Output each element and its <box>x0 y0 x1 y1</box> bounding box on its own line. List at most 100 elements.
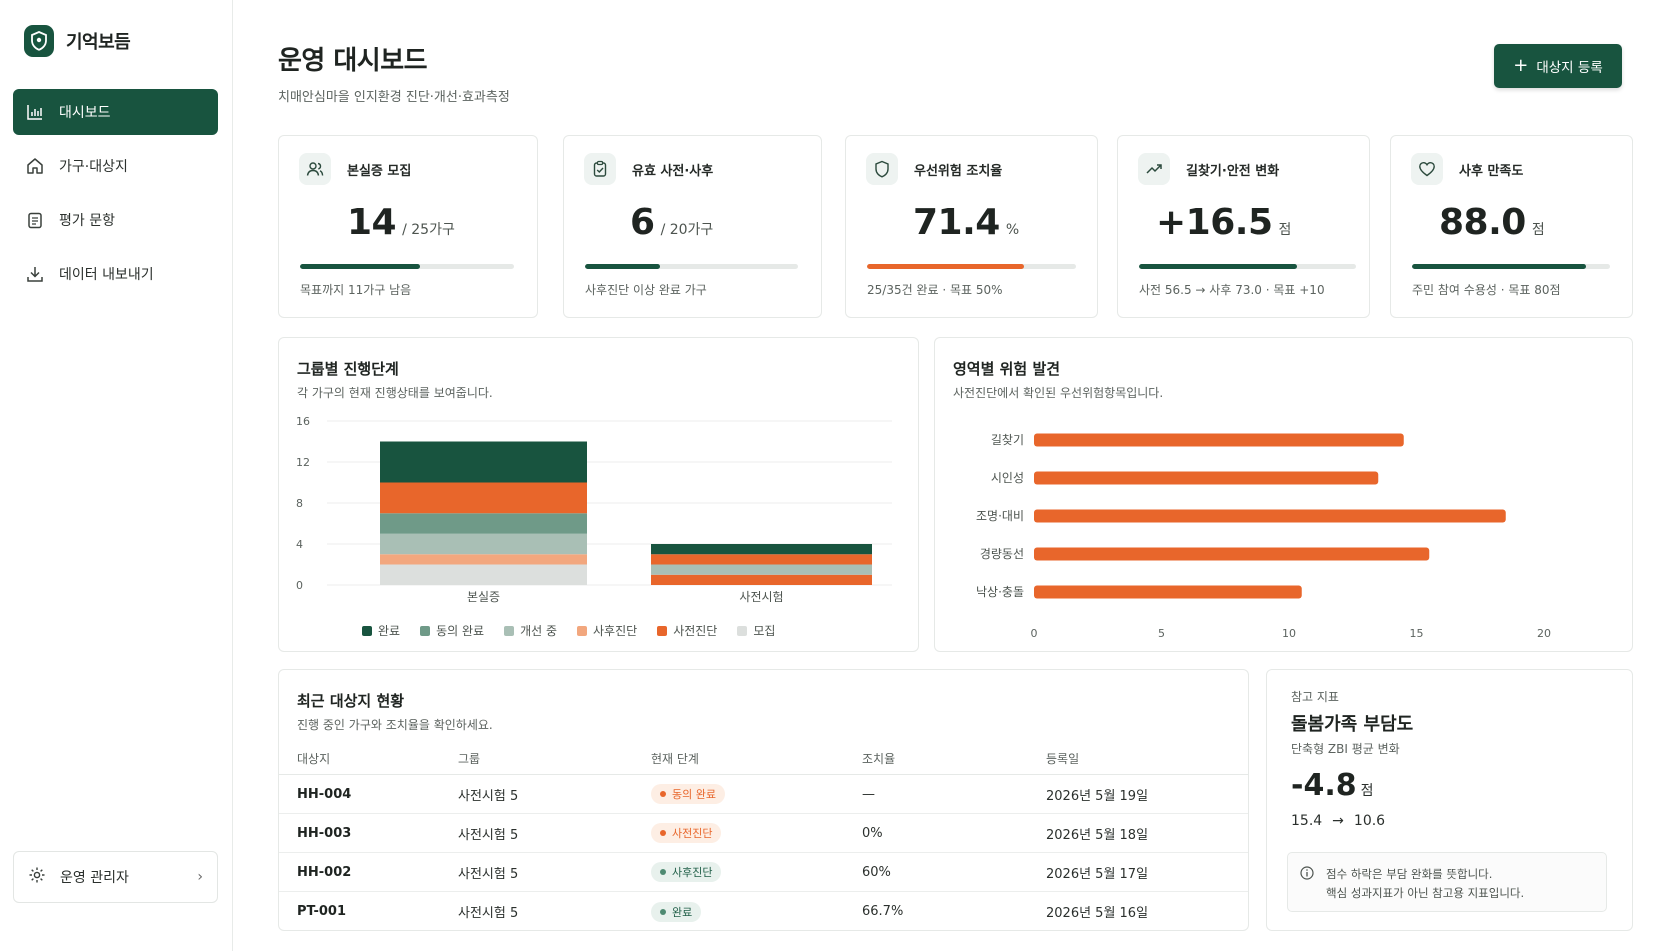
kpi-progress-fill <box>585 264 660 269</box>
sidebar-item-households[interactable]: 가구·대상지 <box>13 143 218 189</box>
table-row[interactable]: PT-001 사전시험 5 완료 66.7% 2026년 5월 16일 <box>279 892 1248 931</box>
action-rate: — <box>862 786 875 802</box>
kpi-value: 6 <box>630 202 655 243</box>
kpi-value: 14 <box>347 202 397 243</box>
bar <box>1034 547 1430 561</box>
brand-name: 기억보듬 <box>66 32 131 53</box>
kpi-value: +16.5 <box>1156 202 1273 243</box>
y-tick-label: 조명·대비 <box>976 509 1024 523</box>
kpi-note: 주민 참여 수용성 · 목표 80점 <box>1412 283 1561 297</box>
site-id: HH-002 <box>297 864 352 880</box>
table-row[interactable]: HH-003 사전시험 5 사전진단 0% 2026년 5월 18일 <box>279 814 1248 853</box>
column-header[interactable]: 그룹 <box>458 752 481 766</box>
kpi-label: 유효 사전·사후 <box>632 163 714 179</box>
kpi-label: 길찾기·안전 변화 <box>1186 163 1280 179</box>
legend-label: 완료 <box>378 624 401 638</box>
bar <box>1034 585 1302 599</box>
legend-label: 동의 완료 <box>436 624 485 638</box>
sidebar-item-questions[interactable]: 평가 문항 <box>13 197 218 243</box>
bar-segment <box>380 564 587 585</box>
legend-swatch <box>577 625 588 636</box>
sidebar-item-export[interactable]: 데이터 내보내기 <box>13 251 218 297</box>
bar-segment <box>651 544 872 555</box>
sidebar-item-label: 데이터 내보내기 <box>59 267 154 283</box>
kpi-unit: / 20가구 <box>660 222 714 238</box>
reference-note-line: 점수 하락은 부담 완화를 뜻합니다. <box>1326 867 1493 881</box>
status-badge: 사전진단 <box>651 823 722 843</box>
kpi-progress-bar <box>1412 264 1610 269</box>
column-header[interactable]: 조치율 <box>862 752 896 766</box>
bar <box>1034 509 1506 523</box>
add-site-button[interactable]: + 대상지 등록 <box>1494 44 1622 88</box>
trend-up-icon <box>1138 153 1170 185</box>
kpi-label: 본실증 모집 <box>347 163 412 179</box>
legend-label: 사후진단 <box>593 624 638 638</box>
legend-item: 개선 중 <box>504 622 557 639</box>
sidebar-item-label: 대시보드 <box>59 105 111 121</box>
kpi-card-satisfaction: 사후 만족도 88.0 점 주민 참여 수용성 · 목표 80점 <box>1390 135 1633 318</box>
kpi-progress-fill <box>1139 264 1298 269</box>
column-header[interactable]: 현재 단계 <box>651 752 699 766</box>
legend-label: 모집 <box>753 624 776 638</box>
status-badge: 사후진단 <box>651 862 722 882</box>
registered-date: 2026년 5월 18일 <box>1046 827 1149 843</box>
kpi-progress-bar <box>1139 264 1356 269</box>
download-icon <box>25 264 45 284</box>
status-badge: 완료 <box>651 901 702 922</box>
column-header[interactable]: 대상지 <box>297 752 331 766</box>
table-header: 대상지 그룹 현재 단계 조치율 등록일 <box>279 743 1248 775</box>
legend-swatch <box>362 625 372 636</box>
table-row[interactable]: HH-002 사전시험 5 사후진단 60% 2026년 5월 17일 <box>279 853 1248 892</box>
bar-segment <box>380 513 587 534</box>
y-tick-label: 4 <box>296 538 303 551</box>
column-header[interactable]: 등록일 <box>1046 752 1080 766</box>
kpi-note: 사후진단 이상 완료 가구 <box>585 283 707 297</box>
admin-menu-button[interactable]: 운영 관리자 › <box>13 851 218 903</box>
page-title: 운영 대시보드 <box>278 46 428 76</box>
registered-date: 2026년 5월 19일 <box>1046 788 1149 804</box>
kpi-value: 71.4 <box>913 202 1000 243</box>
legend-label: 사전진단 <box>673 624 718 638</box>
reference-unit: 점 <box>1360 783 1374 799</box>
kpi-unit: 점 <box>1531 222 1545 238</box>
kpi-label: 사후 만족도 <box>1459 163 1524 179</box>
bar-segment <box>651 574 872 585</box>
reference-after: 10.6 <box>1353 813 1386 829</box>
x-tick-label: 20 <box>1537 627 1551 640</box>
kpi-progress-fill <box>300 264 420 269</box>
legend-item: 사전진단 <box>657 622 717 639</box>
legend-swatch <box>420 625 431 636</box>
status-label: 동의 완료 <box>672 788 716 801</box>
bar-segment <box>651 554 872 565</box>
x-tick-label: 10 <box>1282 627 1296 640</box>
kpi-progress-bar <box>867 264 1076 269</box>
clipboard-check-icon <box>584 153 616 185</box>
info-icon <box>1300 866 1314 886</box>
reference-before: 15.4 <box>1291 813 1323 829</box>
kpi-card-valid-pre-post: 유효 사전·사후 6 / 20가구 사후진단 이상 완료 가구 <box>563 135 822 318</box>
add-site-label: 대상지 등록 <box>1536 60 1603 76</box>
kpi-card-recruitment: 본실증 모집 14 / 25가구 목표까지 11가구 남음 <box>278 135 538 318</box>
status-badge: 동의 완료 <box>651 784 725 804</box>
x-tick-label: 15 <box>1410 627 1424 640</box>
kpi-note: 목표까지 11가구 남음 <box>300 283 412 297</box>
brand[interactable]: 기억보듬 <box>24 25 131 57</box>
sidebar-item-dashboard[interactable]: 대시보드 <box>13 89 218 135</box>
bar <box>1034 433 1404 447</box>
registered-date: 2026년 5월 16일 <box>1046 906 1149 921</box>
kpi-value: 88.0 <box>1439 202 1526 243</box>
x-tick-label: 본실증 <box>467 590 500 604</box>
kpi-progress-bar <box>585 264 798 269</box>
sidebar-item-label: 가구·대상지 <box>59 159 128 175</box>
bar <box>1034 471 1379 485</box>
stage-chart-legend: 완료 동의 완료 개선 중 사후진단 사전진단 모집 <box>362 622 775 639</box>
table-row[interactable]: HH-004 사전시험 5 동의 완료 — 2026년 5월 19일 <box>279 775 1248 814</box>
reference-subtitle: 단축형 ZBI 평균 변화 <box>1291 742 1400 756</box>
bar-segment <box>651 564 872 575</box>
kpi-unit: 점 <box>1278 222 1292 238</box>
recent-sites-table: 대상지 그룹 현재 단계 조치율 등록일 HH-004 사전시험 5 동의 완료… <box>279 743 1248 931</box>
sidebar-nav: 대시보드 가구·대상지 평가 문항 데이터 내보내기 <box>13 89 218 305</box>
site-id: HH-004 <box>297 786 352 802</box>
site-group: 사전시험 5 <box>458 906 519 921</box>
kpi-label: 우선위험 조치율 <box>914 163 1003 179</box>
